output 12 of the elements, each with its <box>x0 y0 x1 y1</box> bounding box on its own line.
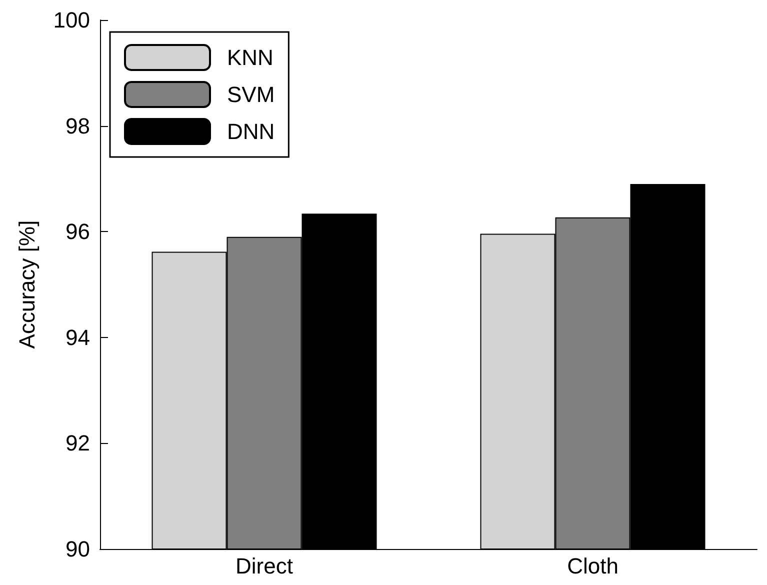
y-tick-label: 100 <box>53 8 90 32</box>
legend-label: KNN <box>227 45 274 70</box>
x-tick-label: Cloth <box>567 554 618 578</box>
y-tick-label: 92 <box>66 430 90 456</box>
x-tick-label: Direct <box>236 554 293 578</box>
legend-label: DNN <box>227 119 275 144</box>
y-tick-label: 96 <box>66 219 90 244</box>
y-tick-label: 98 <box>66 113 90 138</box>
y-tick-label: 90 <box>66 536 90 562</box>
legend-label: SVM <box>227 82 275 107</box>
y-tick-label: 94 <box>66 324 90 350</box>
y-axis-title: Accuracy [%] <box>14 220 40 349</box>
